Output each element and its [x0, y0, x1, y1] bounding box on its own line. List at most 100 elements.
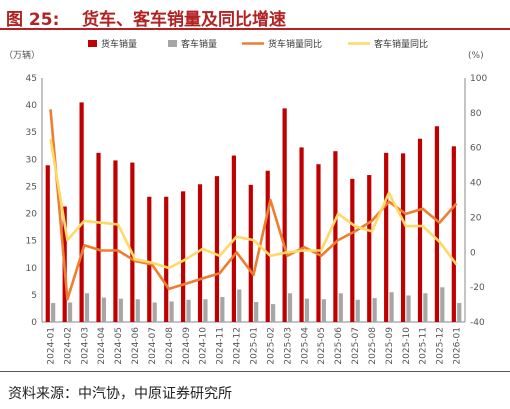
source-footer: 资料来源：中汽协，中原证券研究所 — [0, 371, 510, 409]
bus-sales-bar — [372, 298, 377, 322]
legend-bus-sales-label: 客车销量 — [181, 38, 217, 50]
x-tick-label: 2024-02 — [63, 327, 73, 365]
left-axis-unit: （万辆） — [4, 49, 40, 61]
legend-bus-yoy-label: 客车销量同比 — [374, 38, 428, 50]
truck-sales-bar — [147, 196, 152, 322]
left-tick-label: 10 — [26, 264, 38, 274]
bus-sales-bar — [237, 289, 242, 322]
legend-bus-sales-swatch — [168, 40, 177, 47]
x-tick-label: 2025-12 — [436, 327, 446, 365]
x-tick-label: 2024-11 — [216, 327, 226, 365]
right-axis-unit: (%) — [468, 51, 484, 61]
truck-sales-bar — [265, 170, 270, 322]
bus-sales-bar — [406, 295, 411, 322]
bus-sales-bar — [84, 293, 90, 322]
x-tick-label: 2025-10 — [402, 327, 412, 365]
bus-sales-bar — [423, 293, 428, 322]
truck-sales-bar — [451, 146, 456, 322]
x-tick-label: 2025-06 — [334, 327, 344, 365]
truck-sales-bar — [181, 191, 186, 322]
right-tick-label: -20 — [470, 283, 485, 293]
left-tick-label: 45 — [26, 74, 37, 84]
bus-sales-bar — [254, 301, 259, 322]
truck-sales-bar — [384, 152, 389, 322]
bus-sales-bar — [118, 298, 123, 322]
x-tick-label: 2024-07 — [148, 327, 158, 365]
bus-sales-bar — [220, 297, 225, 322]
truck-sales-bar — [350, 178, 355, 322]
truck-sales-bar — [299, 147, 304, 322]
truck-sales-bar — [434, 126, 440, 322]
x-tick-label: 2025-02 — [266, 327, 276, 365]
x-tick-label: 2024-04 — [97, 327, 107, 365]
x-tick-label: 2024-03 — [80, 327, 90, 365]
x-tick-label: 2025-07 — [351, 327, 361, 365]
truck-sales-bar — [400, 153, 406, 322]
bus-sales-bar — [321, 299, 326, 322]
x-tick-label: 2025-08 — [368, 327, 378, 365]
bus-sales-bar — [135, 299, 140, 322]
truck-sales-bar — [417, 138, 423, 322]
figure-label: 图 25: — [6, 10, 60, 30]
figure-title: 货车、客车销量及同比增速 — [82, 10, 286, 30]
left-tick-label: 40 — [26, 101, 38, 111]
truck-sales-bar — [96, 152, 101, 322]
left-tick-label: 15 — [26, 237, 37, 247]
right-tick-label: 80 — [470, 109, 482, 119]
x-tick-label: 2024-05 — [114, 327, 124, 365]
bus-sales-bar — [457, 303, 462, 322]
sales-combo-chart: （万辆） (%) 0 5 10 15 20 25 30 35 40 45 -40 -20 0 20 40 60 80… — [4, 38, 487, 365]
right-tick-label: 20 — [470, 213, 482, 223]
truck-sales-bar — [164, 196, 169, 322]
legend-truck-sales-swatch — [88, 40, 97, 47]
truck-sales-bar — [79, 102, 84, 323]
x-tick-label: 2024-08 — [165, 327, 175, 365]
left-tick-label: 20 — [26, 210, 38, 220]
bus-sales-bar — [287, 293, 293, 322]
bus-sales-bar — [271, 304, 276, 322]
truck-sales-bar — [248, 184, 253, 322]
truck-sales-bar — [130, 162, 135, 322]
left-tick-label: 25 — [26, 182, 37, 192]
x-tick-label: 2025-03 — [283, 327, 293, 365]
legend-truck-sales-label: 货车销量 — [101, 38, 137, 50]
x-tick-label: 2025-04 — [300, 327, 310, 365]
bus-sales-bar — [338, 293, 343, 322]
truck-sales-bar — [316, 164, 321, 322]
truck-sales-bar — [113, 160, 118, 322]
right-tick-label: 60 — [470, 144, 482, 154]
bus-sales-bar — [186, 299, 191, 322]
left-tick-label: 0 — [31, 318, 37, 328]
x-tick-label: 2026-01 — [453, 327, 463, 365]
x-tick-label: 2025-05 — [317, 327, 327, 365]
bus-yoy-line — [49, 138, 458, 270]
source-text: 资料来源：中汽协，中原证券研究所 — [8, 386, 232, 402]
x-tick-label: 2025-11 — [419, 327, 429, 365]
bus-sales-bar — [203, 299, 208, 322]
bus-sales-bar — [440, 287, 445, 322]
right-tick-label: -40 — [470, 318, 485, 328]
bus-sales-bar — [304, 298, 310, 322]
bus-sales-bar — [355, 299, 360, 322]
bus-sales-bar — [389, 292, 394, 322]
left-tick-label: 5 — [31, 291, 37, 301]
left-tick-label: 35 — [26, 128, 37, 138]
truck-sales-bar — [214, 176, 220, 322]
x-tick-label: 2024-12 — [233, 327, 243, 365]
truck-sales-bar — [282, 108, 287, 322]
x-tick-label: 2024-10 — [199, 327, 209, 365]
truck-sales-bar — [367, 175, 372, 322]
x-tick-label: 2024-09 — [182, 327, 192, 365]
x-tick-label: 2024-06 — [131, 327, 141, 365]
truck-sales-bar — [197, 184, 203, 322]
bus-sales-bar — [169, 301, 174, 322]
bus-sales-bar — [67, 302, 73, 322]
truck-yoy-line — [49, 109, 458, 301]
right-tick-label: 0 — [470, 248, 476, 258]
bus-sales-bar — [152, 302, 157, 322]
legend-truck-yoy-label: 货车销量同比 — [268, 38, 322, 50]
figure-header: 图 25: 货车、客车销量及同比增速 — [0, 0, 510, 30]
truck-sales-bar — [333, 151, 338, 322]
x-tick-label: 2025-01 — [250, 327, 260, 365]
right-tick-label: 40 — [470, 179, 482, 189]
